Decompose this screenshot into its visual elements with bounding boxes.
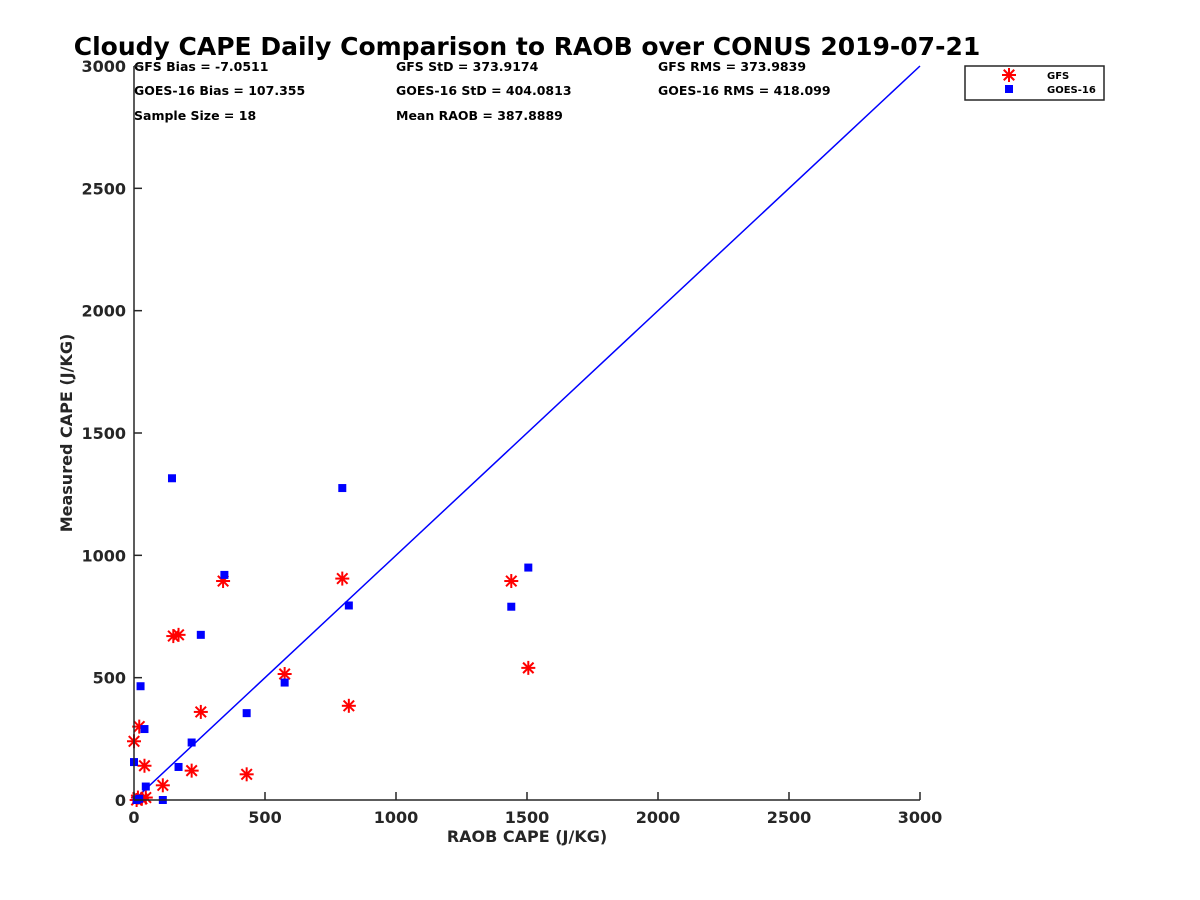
data-point (507, 602, 516, 611)
data-point (524, 563, 533, 572)
stat-goes16-bias: GOES-16 Bias = 107.355 (134, 83, 305, 98)
data-point (193, 704, 208, 719)
x-tick-label: 500 (248, 808, 281, 827)
data-point (137, 758, 152, 773)
x-tick-label: 2000 (636, 808, 681, 827)
stat-mean-raob: Mean RAOB = 387.8889 (396, 108, 563, 123)
stat-gfs-rms: GFS RMS = 373.9839 (658, 59, 806, 74)
y-tick-label: 500 (93, 669, 126, 688)
stats-block: GFS Bias = -7.0511 GFS StD = 373.9174 GF… (134, 59, 831, 123)
axes: 0 500 1000 1500 2000 2500 3000 0 500 1000 1500 2000… (81, 57, 942, 827)
data-point (242, 709, 251, 718)
legend-label-gfs: GFS (1047, 71, 1069, 82)
data-point (187, 738, 196, 747)
data-point (167, 474, 176, 483)
y-tick-label: 2500 (81, 179, 126, 198)
data-point (141, 782, 150, 791)
y-axis-label: Measured CAPE (J/KG) (57, 334, 76, 533)
y-tick-label: 2000 (81, 302, 126, 321)
data-point (504, 574, 519, 589)
data-point (239, 767, 254, 782)
stat-sample-size: Sample Size = 18 (134, 108, 256, 123)
x-tick-label: 1000 (374, 808, 419, 827)
x-tick-label: 1500 (505, 808, 550, 827)
data-point (521, 660, 536, 675)
legend: GFS GOES-16 (964, 65, 1105, 101)
chart-title: Cloudy CAPE Daily Comparison to RAOB ove… (74, 32, 980, 61)
legend-marker-gfs (1002, 68, 1016, 82)
stat-gfs-std: GFS StD = 373.9174 (396, 59, 539, 74)
x-tick-label: 2500 (767, 808, 812, 827)
data-point (196, 630, 205, 639)
reference-line (133, 65, 921, 801)
data-point (280, 678, 289, 687)
stat-gfs-bias: GFS Bias = -7.0511 (134, 59, 268, 74)
x-tick-label: 3000 (898, 808, 943, 827)
y-tick-label: 1000 (81, 546, 126, 565)
legend-label-goes16: GOES-16 (1047, 85, 1096, 96)
data-point (171, 627, 186, 642)
legend-box (964, 65, 1105, 101)
data-point (166, 629, 181, 644)
legend-marker-goes16 (1005, 85, 1013, 93)
data-point (220, 570, 229, 579)
data-point (140, 725, 149, 734)
data-point (338, 484, 347, 493)
data-point (136, 682, 145, 691)
data-point (174, 762, 183, 771)
x-axis-label: RAOB CAPE (J/KG) (447, 827, 607, 846)
legend-symbols (1002, 68, 1016, 93)
y-tick-label: 3000 (81, 57, 126, 76)
data-point (344, 601, 353, 610)
x-tick-label: 0 (128, 808, 139, 827)
data-point (341, 698, 356, 713)
y-tick-label: 1500 (81, 424, 126, 443)
data-point (135, 794, 144, 803)
data-point (184, 763, 199, 778)
y-tick-label: 0 (115, 791, 126, 810)
data-point (335, 571, 350, 586)
stat-goes16-std: GOES-16 StD = 404.0813 (396, 83, 572, 98)
data-point (155, 778, 170, 793)
stat-goes16-rms: GOES-16 RMS = 418.099 (658, 83, 831, 98)
